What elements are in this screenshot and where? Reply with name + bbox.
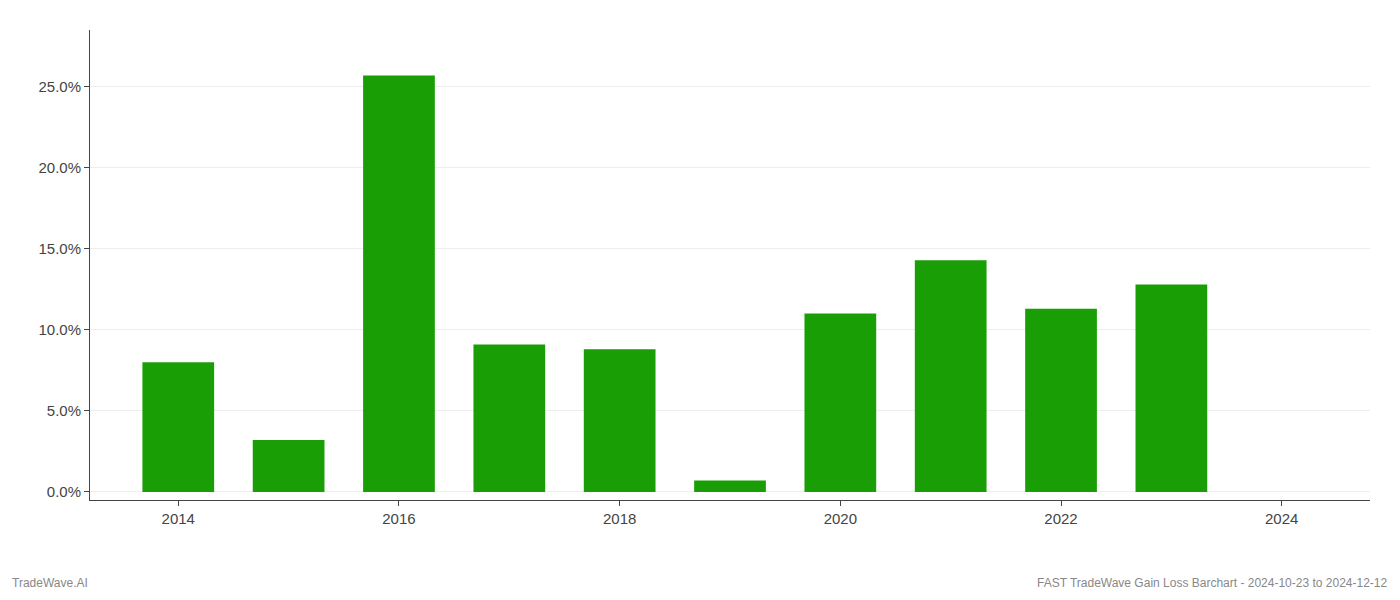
svg-text:2014: 2014 (162, 510, 195, 527)
svg-text:2020: 2020 (824, 510, 857, 527)
svg-text:2024: 2024 (1265, 510, 1298, 527)
svg-text:2016: 2016 (382, 510, 415, 527)
svg-text:2018: 2018 (603, 510, 636, 527)
svg-text:20.0%: 20.0% (38, 159, 81, 176)
svg-text:TradeWave.AI: TradeWave.AI (12, 576, 88, 590)
svg-text:25.0%: 25.0% (38, 78, 81, 95)
svg-text:15.0%: 15.0% (38, 240, 81, 257)
svg-text:5.0%: 5.0% (47, 402, 81, 419)
svg-text:2022: 2022 (1044, 510, 1077, 527)
svg-text:0.0%: 0.0% (47, 483, 81, 500)
svg-text:10.0%: 10.0% (38, 321, 81, 338)
svg-text:FAST TradeWave Gain Loss Barch: FAST TradeWave Gain Loss Barchart - 2024… (1037, 576, 1388, 590)
